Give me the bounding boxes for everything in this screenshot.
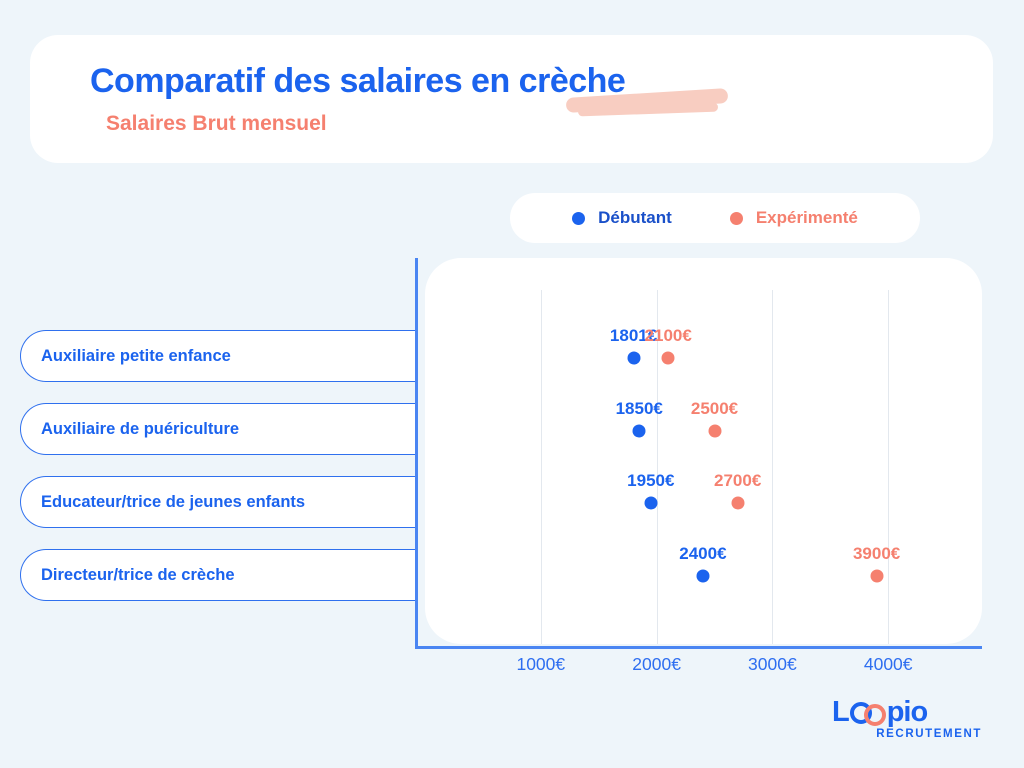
x-axis-tick-label: 3000€ <box>748 654 797 674</box>
gridline <box>540 290 542 644</box>
data-point <box>696 569 710 582</box>
page-subtitle: Salaires Brut mensuel <box>106 112 327 135</box>
chart-legend: Débutant Expérimenté <box>510 193 920 243</box>
category-pill: Educateur/trice de jeunes enfants <box>20 476 416 528</box>
data-point-label: 2500€ <box>690 398 739 418</box>
data-point <box>870 569 884 582</box>
x-axis-tick-labels: 1000€ 2000€ 3000€ 4000€ <box>425 654 982 676</box>
data-point <box>644 496 658 510</box>
category-pill: Directeur/trice de crèche <box>20 549 416 601</box>
data-point <box>661 351 675 365</box>
logo-ring-coral-icon <box>863 703 886 726</box>
legend-label-debutant: Débutant <box>598 208 672 227</box>
category-list: Auxiliaire petite enfance Auxiliaire de p… <box>20 330 416 622</box>
data-point-label: 2700€ <box>714 471 762 490</box>
loopio-logo: L pio RECRUTEMENT <box>832 696 982 740</box>
data-point-label: 3900€ <box>852 543 901 563</box>
data-point-label: 2100€ <box>644 326 692 345</box>
logo-subtitle: RECRUTEMENT <box>876 728 982 740</box>
data-point-label: 2400€ <box>679 543 727 563</box>
category-pill: Auxiliaire petite enfance <box>20 330 416 382</box>
experimente-dot-icon <box>729 211 743 225</box>
legend-item-debutant: Débutant <box>572 208 672 228</box>
legend-label-experimente: Expérimenté <box>755 208 858 227</box>
data-point-label: 1950€ <box>627 471 675 490</box>
logo-text-start: L <box>832 696 850 728</box>
x-axis-line <box>415 646 982 649</box>
data-point-label: 1850€ <box>615 398 663 418</box>
x-axis-tick-label: 4000€ <box>863 654 913 674</box>
header-card: Comparatif des salaires en crèche Salair… <box>30 35 993 163</box>
plot-area: 1801€ 1850€ 1950€ 2400€ 2100€ 2500€ 2700€ 3900€ <box>425 258 982 644</box>
category-pill: Auxiliaire de puériculture <box>20 403 416 455</box>
gridline <box>656 290 658 644</box>
data-point <box>708 424 721 437</box>
y-axis-line <box>415 258 418 648</box>
logo-text-end: pio <box>886 696 928 728</box>
x-axis-tick-label: 2000€ <box>632 654 681 674</box>
data-point-label: 1801€ <box>609 326 658 345</box>
data-point <box>632 424 646 437</box>
gridline <box>888 290 890 644</box>
page-title: Comparatif des salaires en crèche <box>90 62 626 100</box>
logo-wordmark: L pio <box>832 696 982 729</box>
legend-item-experimente: Expérimenté <box>729 208 858 228</box>
data-point <box>627 351 641 365</box>
debutant-dot-icon <box>572 211 586 225</box>
x-axis-tick-label: 1000€ <box>516 654 566 674</box>
data-point <box>731 496 745 510</box>
gridline <box>772 290 774 644</box>
